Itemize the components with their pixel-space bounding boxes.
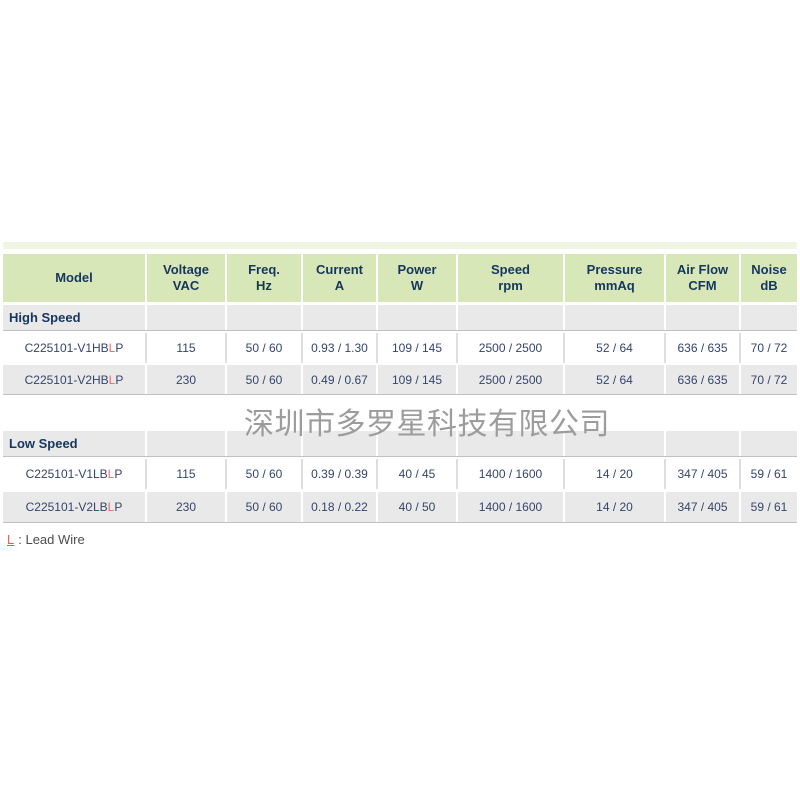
model-cell: C225101-V2HB L P xyxy=(3,365,145,394)
speed-cell: 1400 / 1600 xyxy=(458,492,563,522)
section-label-cell: High Speed xyxy=(3,305,145,330)
freq-cell: 50 / 60 xyxy=(227,459,301,489)
lead-wire-footnote: L: Lead Wire xyxy=(3,532,797,547)
model-prefix: C225101-V1LB xyxy=(25,467,108,481)
column-header-unit: Hz xyxy=(256,278,272,293)
section-label-cell: Low Speed xyxy=(3,431,145,456)
column-header-title: Air Flow xyxy=(676,262,729,277)
model-prefix: C225101-V1HB xyxy=(24,341,109,355)
column-header-noise: Noise dB xyxy=(741,254,797,302)
column-header-power: Power W xyxy=(378,254,456,302)
airflow-cell: 636 / 635 xyxy=(666,333,739,363)
row-divider xyxy=(3,456,797,457)
column-header-title: Pressure xyxy=(586,262,643,277)
current-cell: 0.93 / 1.30 xyxy=(303,333,376,363)
lead-wire-letter: L xyxy=(7,532,15,547)
column-header-unit: mmAq xyxy=(594,278,635,293)
pressure-cell: 14 / 20 xyxy=(565,492,664,522)
column-header-unit: W xyxy=(410,278,424,293)
column-header-title: Speed xyxy=(490,262,530,277)
model-suffix: P xyxy=(115,372,124,387)
model-cell: C225101-V1HB L P xyxy=(3,333,145,363)
column-header-unit: VAC xyxy=(172,278,200,293)
section-label: High Speed xyxy=(9,310,81,325)
voltage-cell: 115 xyxy=(147,459,225,489)
pressure-cell: 52 / 64 xyxy=(565,365,664,394)
power-cell: 109 / 145 xyxy=(378,365,456,394)
column-header-speed: Speed rpm xyxy=(458,254,563,302)
model-suffix: P xyxy=(114,467,123,481)
column-header-unit: A xyxy=(334,278,345,293)
lead-wire-text: : Lead Wire xyxy=(18,532,85,547)
model-suffix: P xyxy=(114,500,123,514)
table-row: C225101-V2LB L P 230 50 / 60 0.18 / 0.22 4… xyxy=(3,492,797,522)
table-row: C225101-V1HB L P 115 50 / 60 0.93 / 1.30 1… xyxy=(3,333,797,363)
column-header-title: Current xyxy=(316,262,363,277)
column-header-model: Model xyxy=(3,254,145,302)
airflow-cell: 347 / 405 xyxy=(666,459,739,489)
table-row: C225101-V2HB L P 230 50 / 60 0.49 / 0.67 1… xyxy=(3,365,797,394)
noise-cell: 59 / 61 xyxy=(741,492,797,522)
column-header-voltage: Voltage VAC xyxy=(147,254,225,302)
model-lead-wire-mark: L xyxy=(107,500,115,514)
speed-cell: 2500 / 2500 xyxy=(458,333,563,363)
column-header-unit: rpm xyxy=(498,278,523,293)
model-cell: C225101-V2LB L P xyxy=(3,492,145,522)
airflow-cell: 636 / 635 xyxy=(666,365,739,394)
row-divider xyxy=(3,522,797,523)
power-cell: 40 / 45 xyxy=(378,459,456,489)
current-cell: 0.18 / 0.22 xyxy=(303,492,376,522)
table-top-strip xyxy=(3,242,797,249)
column-header-title: Freq. xyxy=(248,262,280,277)
model-lead-wire-mark: L xyxy=(107,467,115,481)
model-lead-wire-mark: L xyxy=(108,372,116,387)
power-cell: 109 / 145 xyxy=(378,333,456,363)
column-header-unit: dB xyxy=(760,278,778,293)
section-label: Low Speed xyxy=(9,436,78,451)
noise-cell: 70 / 72 xyxy=(741,333,797,363)
model-prefix: C225101-V2HB xyxy=(24,372,109,387)
speed-cell: 2500 / 2500 xyxy=(458,365,563,394)
column-header-airflow: Air Flow CFM xyxy=(666,254,739,302)
row-divider xyxy=(3,330,797,331)
table-row: C225101-V1LB L P 115 50 / 60 0.39 / 0.39 4… xyxy=(3,459,797,489)
pressure-cell: 52 / 64 xyxy=(565,333,664,363)
noise-cell: 70 / 72 xyxy=(741,365,797,394)
column-header-title: Voltage xyxy=(163,262,209,277)
spec-table: Model Voltage VAC Freq. Hz Current A Pow… xyxy=(3,242,797,547)
freq-cell: 50 / 60 xyxy=(227,365,301,394)
voltage-cell: 230 xyxy=(147,365,225,394)
row-divider xyxy=(3,394,797,395)
freq-cell: 50 / 60 xyxy=(227,333,301,363)
watermark: 深圳市多罗星科技有限公司 xyxy=(244,408,610,441)
column-header-freq: Freq. Hz xyxy=(227,254,301,302)
voltage-cell: 230 xyxy=(147,492,225,522)
noise-cell: 59 / 61 xyxy=(741,459,797,489)
power-cell: 40 / 50 xyxy=(378,492,456,522)
section-row-low-speed: Low Speed xyxy=(3,431,797,456)
model-prefix: C225101-V2LB xyxy=(25,500,108,514)
column-header-unit: CFM xyxy=(688,278,717,293)
column-header-title: Power xyxy=(397,262,437,277)
model-lead-wire-mark: L xyxy=(108,341,116,355)
column-header-title: Noise xyxy=(751,262,787,277)
section-row-high-speed: High Speed xyxy=(3,305,797,330)
current-cell: 0.39 / 0.39 xyxy=(303,459,376,489)
model-suffix: P xyxy=(115,341,124,355)
pressure-cell: 14 / 20 xyxy=(565,459,664,489)
table-header-row: Model Voltage VAC Freq. Hz Current A Pow… xyxy=(3,254,797,302)
model-cell: C225101-V1LB L P xyxy=(3,459,145,489)
column-header-title: Model xyxy=(55,270,93,285)
freq-cell: 50 / 60 xyxy=(227,492,301,522)
column-header-pressure: Pressure mmAq xyxy=(565,254,664,302)
section-gap xyxy=(3,395,797,431)
speed-cell: 1400 / 1600 xyxy=(458,459,563,489)
airflow-cell: 347 / 405 xyxy=(666,492,739,522)
current-cell: 0.49 / 0.67 xyxy=(303,365,376,394)
column-header-current: Current A xyxy=(303,254,376,302)
voltage-cell: 115 xyxy=(147,333,225,363)
